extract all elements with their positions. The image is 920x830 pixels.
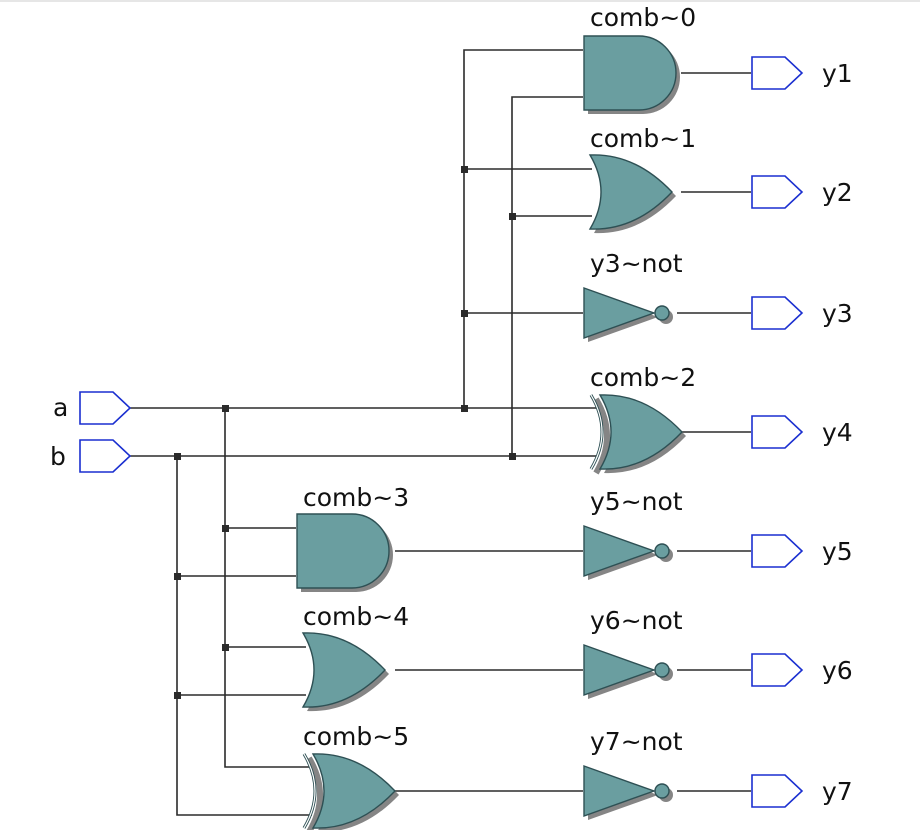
gate-comb3[interactable] bbox=[296, 513, 393, 592]
output-label-y5: y5 bbox=[822, 537, 853, 566]
gate-label-y3not: y3~not bbox=[590, 249, 683, 278]
output-label-y6: y6 bbox=[822, 656, 853, 685]
gate-label-y6not: y6~not bbox=[590, 606, 683, 635]
input-port-a[interactable] bbox=[79, 391, 132, 425]
gate-label-comb0: comb~0 bbox=[590, 3, 696, 32]
output-port-y7[interactable] bbox=[751, 774, 804, 808]
output-port-y1[interactable] bbox=[751, 56, 804, 90]
gate-comb1[interactable] bbox=[589, 154, 676, 234]
output-label-y7: y7 bbox=[822, 777, 853, 806]
labels: comb~0 comb~1 y3~not comb~2 comb~3 y5~no… bbox=[50, 3, 853, 806]
junction bbox=[461, 166, 468, 173]
input-label-b: b bbox=[50, 442, 66, 471]
junction bbox=[222, 405, 229, 412]
gate-comb4[interactable] bbox=[302, 632, 389, 712]
gate-label-comb2: comb~2 bbox=[590, 363, 696, 392]
junctions bbox=[174, 166, 516, 699]
junction bbox=[222, 644, 229, 651]
output-port-y5[interactable] bbox=[751, 534, 804, 568]
gate-y7not[interactable] bbox=[583, 765, 673, 820]
output-port-y4[interactable] bbox=[751, 415, 804, 449]
gate-label-y5not: y5~not bbox=[590, 487, 683, 516]
gate-comb0[interactable] bbox=[583, 35, 680, 114]
gate-label-comb5: comb~5 bbox=[303, 722, 409, 751]
output-label-y1: y1 bbox=[822, 59, 853, 88]
output-port-y6[interactable] bbox=[751, 653, 804, 687]
junction bbox=[222, 525, 229, 532]
window-top-border bbox=[0, 0, 920, 2]
output-label-y2: y2 bbox=[822, 178, 853, 207]
output-port-y2[interactable] bbox=[751, 175, 804, 209]
gate-y6not[interactable] bbox=[583, 644, 673, 699]
junction bbox=[461, 405, 468, 412]
junction bbox=[174, 453, 181, 460]
gate-label-y7not: y7~not bbox=[590, 727, 683, 756]
gate-label-comb1: comb~1 bbox=[590, 124, 696, 153]
junction bbox=[461, 310, 468, 317]
gate-label-comb4: comb~4 bbox=[303, 602, 409, 631]
gate-label-comb3: comb~3 bbox=[303, 483, 409, 512]
input-port-b[interactable] bbox=[79, 439, 132, 473]
output-port-y3[interactable] bbox=[751, 296, 804, 330]
wire-a-trunk-upper bbox=[463, 49, 583, 408]
gate-y3not[interactable] bbox=[583, 287, 673, 342]
output-label-y3: y3 bbox=[822, 299, 853, 328]
junction bbox=[174, 692, 181, 699]
wire-b-trunk-lower bbox=[176, 456, 312, 816]
junction bbox=[174, 573, 181, 580]
wire-b-trunk-upper bbox=[511, 96, 583, 456]
junction bbox=[509, 213, 516, 220]
output-label-y4: y4 bbox=[822, 418, 853, 447]
gate-comb2[interactable] bbox=[589, 394, 686, 475]
junction bbox=[509, 453, 516, 460]
input-label-a: a bbox=[53, 393, 68, 422]
gate-y5not[interactable] bbox=[583, 525, 673, 580]
gate-comb5[interactable] bbox=[302, 753, 399, 830]
